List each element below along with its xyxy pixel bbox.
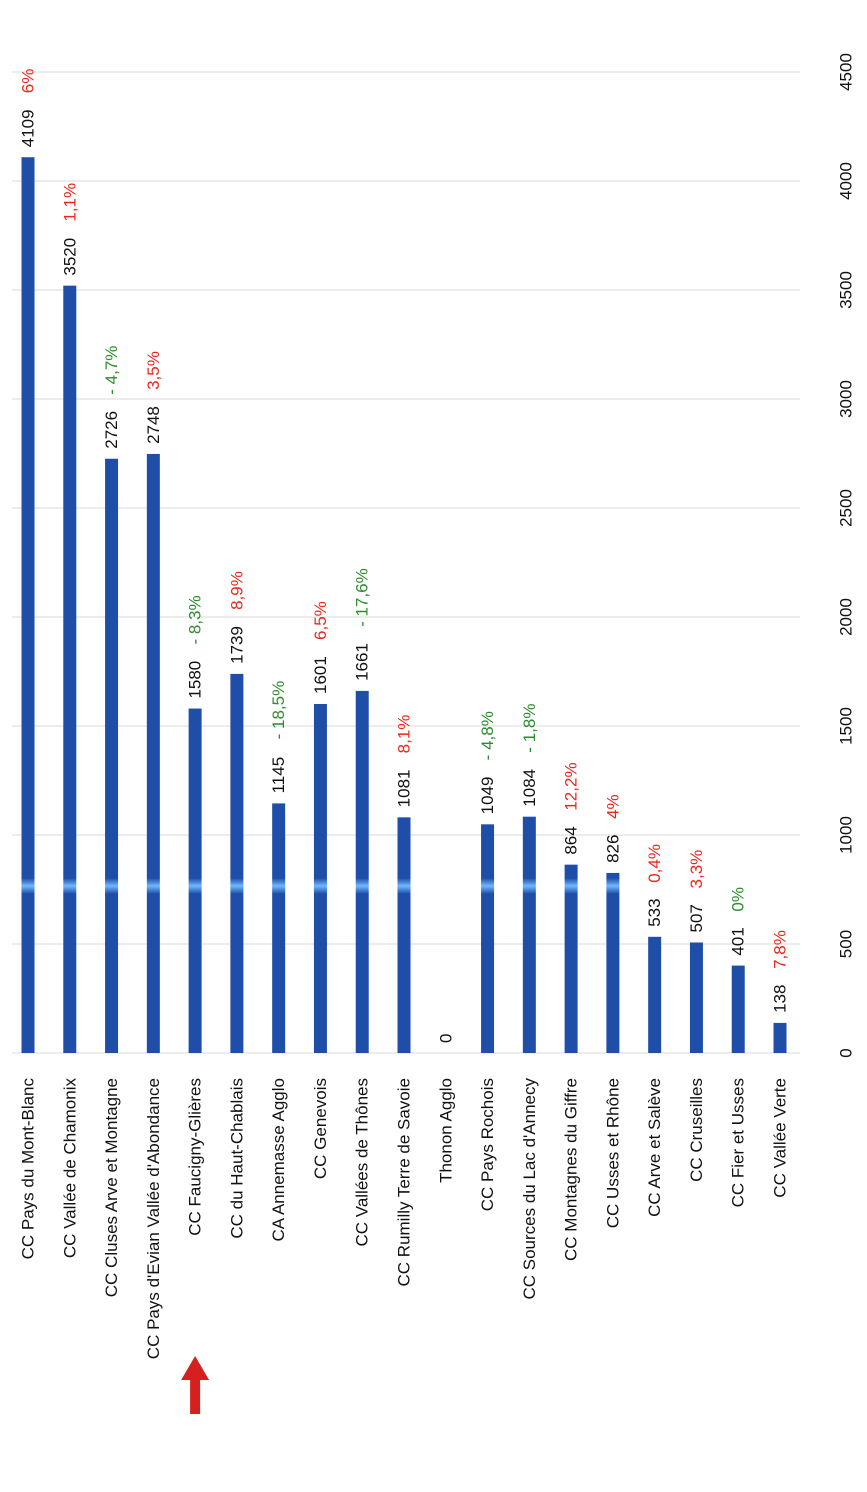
change-label: - 1,8%	[520, 704, 539, 753]
category-label: CA Annemasse Agglo	[269, 1078, 288, 1242]
bar	[21, 157, 35, 1053]
tick-label: 1000	[837, 816, 856, 854]
bar	[146, 453, 160, 1053]
arrow-icon	[181, 1356, 210, 1414]
category-label: CC du Haut-Chablais	[227, 1078, 246, 1239]
bar	[689, 942, 703, 1053]
change-label: - 4,8%	[478, 711, 497, 760]
tick-label: 500	[837, 930, 856, 958]
change-label: 7,8%	[771, 930, 790, 969]
category-label: CC Usses et Rhône	[603, 1078, 622, 1228]
bar	[731, 965, 745, 1053]
change-label: - 8,3%	[186, 595, 205, 644]
category-label: CC Cruseilles	[687, 1078, 706, 1182]
bar	[606, 872, 620, 1053]
value-label: 4109	[19, 109, 38, 147]
bar	[773, 1022, 787, 1053]
change-label: 8,9%	[227, 571, 246, 610]
tick-label: 2500	[837, 489, 856, 527]
value-label: 1661	[353, 643, 372, 681]
change-label: - 4,7%	[102, 346, 121, 395]
value-label: 507	[687, 904, 706, 932]
value-label: 138	[771, 985, 790, 1013]
category-labels: CC Pays du Mont-Blanc CC Vallée de Chamon…	[19, 1078, 790, 1360]
value-label: 401	[729, 927, 748, 955]
change-label: 12,2%	[562, 762, 581, 810]
change-label: 6%	[19, 69, 38, 94]
bar	[188, 708, 202, 1053]
category-label: CC Pays du Mont-Blanc	[19, 1078, 38, 1260]
grid-lines	[12, 71, 800, 1054]
category-label: CC Pays d'Evian Vallée d'Abondance	[144, 1078, 163, 1359]
category-label: CC Vallées de Thônes	[353, 1078, 372, 1247]
category-label: CC Genevois	[311, 1078, 330, 1179]
value-label: 1145	[269, 757, 288, 794]
tick-label: 2000	[837, 598, 856, 636]
category-label: CC Vallée Verte	[771, 1078, 790, 1198]
category-label: CC Sources du Lac d'Annecy	[520, 1078, 539, 1300]
value-label: 1580	[186, 661, 205, 699]
category-label: Thonon Agglo	[436, 1078, 455, 1183]
axis-ticks: 0 500 1000 1500 2000 2500 3000 3500 4000 4500	[837, 53, 856, 1058]
value-label: 0	[436, 1034, 455, 1043]
tick-label: 0	[837, 1048, 856, 1057]
change-label: - 18,5%	[269, 681, 288, 740]
tick-label: 3500	[837, 271, 856, 309]
change-label: 0%	[729, 887, 748, 912]
change-label: 0,4%	[645, 844, 664, 883]
tick-label: 1500	[837, 707, 856, 745]
category-label: CC Rumilly Terre de Savoie	[395, 1078, 414, 1286]
bar	[522, 816, 536, 1053]
bars	[21, 157, 787, 1053]
value-label: 3520	[60, 238, 79, 276]
value-label: 2726	[102, 411, 121, 449]
bar	[355, 690, 369, 1053]
bar	[481, 824, 495, 1053]
category-label: CC Pays Rochois	[478, 1078, 497, 1211]
bar	[63, 285, 77, 1053]
change-label: 1,1%	[60, 183, 79, 222]
bar	[564, 864, 578, 1053]
tick-label: 4000	[837, 162, 856, 200]
value-label: 1601	[311, 656, 330, 694]
value-label: 1081	[395, 770, 414, 808]
change-label: - 17,6%	[353, 568, 372, 627]
change-label: 3,3%	[687, 850, 706, 889]
category-label: CC Arve et Salève	[645, 1078, 664, 1217]
bar	[313, 703, 327, 1053]
change-label: 6,5%	[311, 601, 330, 640]
category-label: CC Montagnes du Giffre	[562, 1078, 581, 1261]
tick-label: 3000	[837, 380, 856, 418]
category-label: CC Faucigny-Glières	[186, 1078, 205, 1236]
value-label: 1084	[520, 769, 539, 807]
highlight-arrow	[181, 1356, 210, 1414]
bar	[105, 458, 119, 1053]
value-label: 826	[603, 835, 622, 863]
change-label: 4%	[603, 794, 622, 819]
bar	[397, 817, 411, 1053]
change-label: 3,5%	[144, 351, 163, 390]
value-label: 1049	[478, 776, 497, 814]
value-label: 864	[562, 826, 581, 854]
change-label: 8,1%	[395, 715, 414, 754]
tick-label: 4500	[837, 53, 856, 91]
category-label: CC Fier et Usses	[729, 1078, 748, 1207]
value-label: 1739	[227, 626, 246, 664]
bar	[648, 936, 662, 1053]
category-label: CC Cluses Arve et Montagne	[102, 1078, 121, 1297]
value-label: 2748	[144, 406, 163, 444]
bar	[272, 803, 286, 1053]
value-label: 533	[645, 898, 664, 926]
labels: 4109 6% 3520 1,1% 2726 - 4,7% 2748 3,5% 1580 - 8,…	[19, 69, 790, 1043]
bar	[230, 673, 244, 1053]
category-label: CC Vallée de Chamonix	[60, 1078, 79, 1259]
